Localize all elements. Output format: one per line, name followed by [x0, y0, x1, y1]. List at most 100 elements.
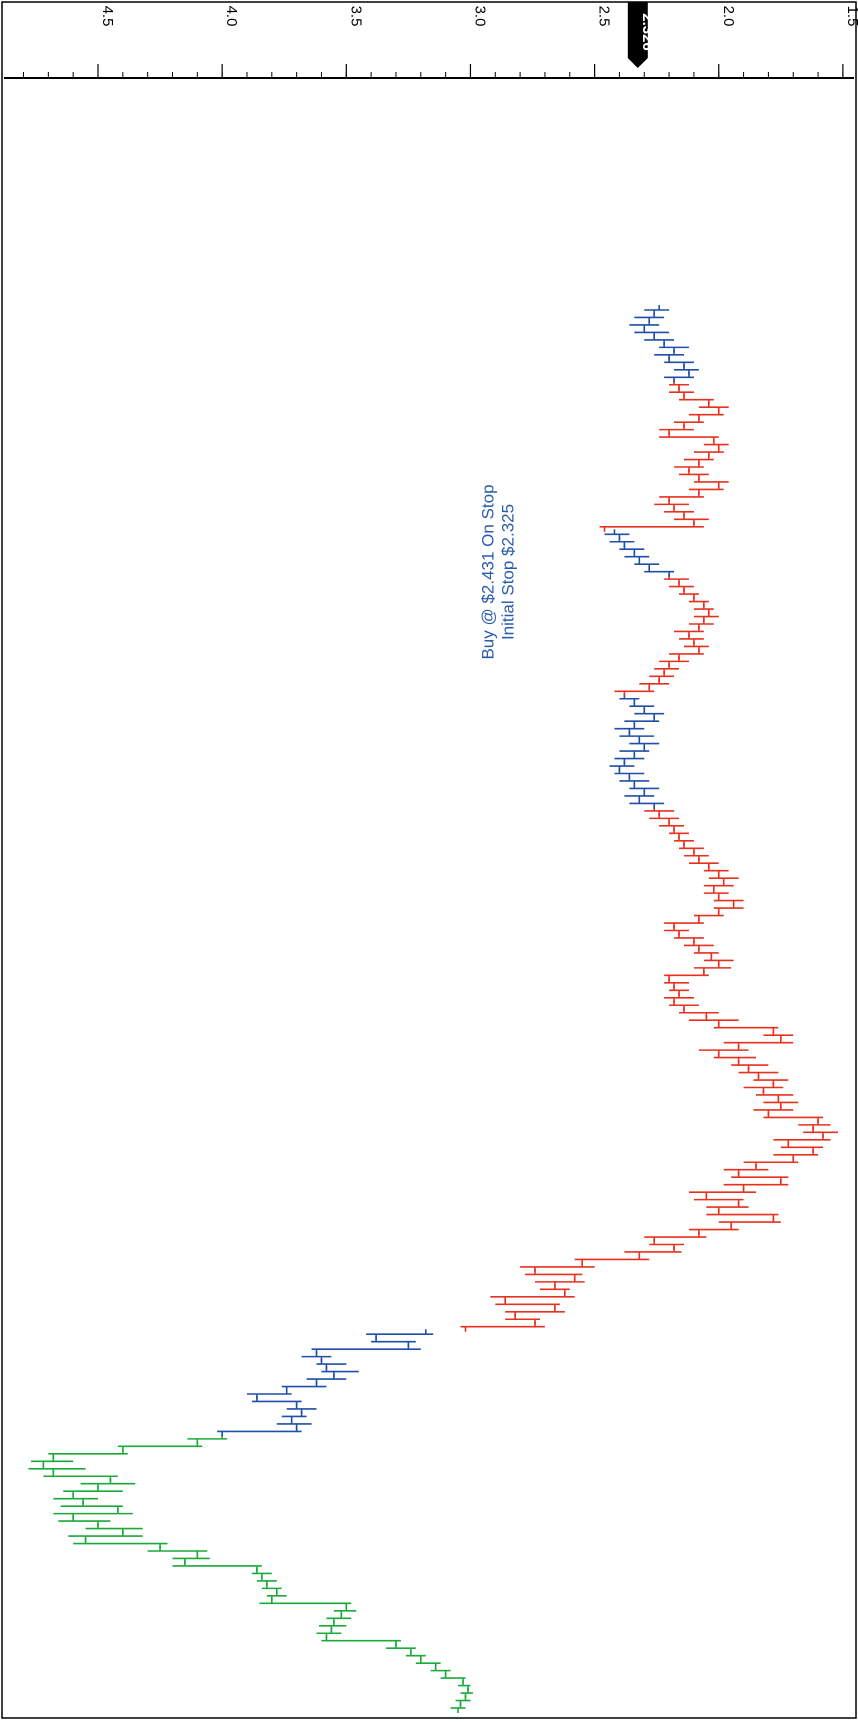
axis-tick-label: 2.5 [596, 6, 613, 27]
price-bar [669, 985, 689, 996]
price-bar [619, 544, 645, 555]
price-bar [281, 1411, 307, 1422]
price-bar [693, 947, 719, 958]
price-bar [490, 1291, 575, 1302]
price-bar [117, 1441, 203, 1452]
price-bar [458, 1680, 471, 1691]
price-bar [326, 1613, 352, 1624]
price-bar [693, 962, 732, 973]
price-bar [256, 1575, 277, 1586]
price-bar [649, 671, 675, 682]
price-bar [604, 529, 630, 540]
price-bar [654, 349, 684, 360]
price-bar [366, 1329, 434, 1340]
price-bar [708, 873, 739, 884]
price-bar [743, 1082, 784, 1093]
price-bar [706, 1209, 779, 1220]
price-bar [669, 581, 694, 592]
price-bar [654, 499, 689, 510]
price-bar [629, 798, 665, 809]
price-bar [703, 955, 734, 966]
price-bar [634, 312, 665, 323]
price-bar [679, 1007, 719, 1018]
price-bar [311, 1344, 421, 1355]
price-bar [698, 1045, 749, 1056]
price-bar [688, 1187, 756, 1198]
price-bar [609, 536, 635, 547]
price-bar [654, 663, 680, 674]
price-bar [251, 1568, 272, 1579]
price-bar [624, 551, 650, 562]
price-bar [669, 828, 689, 839]
price-bar [53, 1493, 98, 1504]
price-bar [738, 1067, 779, 1078]
price-bar [535, 1276, 585, 1287]
price-bar [68, 1531, 143, 1542]
price-bar [713, 1052, 756, 1063]
price-bar [803, 1127, 838, 1138]
price-bar [624, 790, 655, 801]
price-bar [763, 1112, 824, 1123]
axis-tick-label: 1.5 [844, 6, 858, 27]
price-bar [619, 731, 655, 742]
price-bar [147, 1546, 208, 1557]
price-bar [333, 1605, 357, 1616]
price-bar [371, 1336, 416, 1347]
price-bar [659, 491, 704, 502]
price-bar [286, 1403, 317, 1414]
price-bar [773, 1149, 819, 1160]
price-bar [718, 1217, 781, 1228]
price-bar [780, 1142, 824, 1153]
price-bar [649, 813, 680, 824]
last-price-marker-bg [627, 2, 648, 68]
price-bar [60, 1501, 123, 1512]
price-bar [664, 918, 704, 929]
price-bar [629, 738, 660, 749]
price-bar [63, 1486, 123, 1497]
price-bar [261, 1583, 282, 1594]
price-bar [28, 1463, 86, 1474]
price-bar [683, 641, 709, 652]
price-bar [753, 1104, 794, 1115]
price-bar [251, 1396, 302, 1407]
price-bar [386, 1643, 416, 1654]
price-bar [688, 1015, 739, 1026]
price-bar [644, 334, 675, 345]
price-bar [683, 850, 709, 861]
price-bar [614, 686, 655, 697]
price-bar [415, 1658, 441, 1669]
price-bar [703, 865, 729, 876]
price-bar [281, 1381, 327, 1392]
price-bar [679, 589, 699, 600]
price-bar [763, 1097, 799, 1108]
price-bar [693, 1194, 744, 1205]
price-bar [731, 1172, 789, 1183]
price-bar [674, 514, 709, 525]
price-bar [688, 858, 719, 869]
price-bar [321, 1635, 401, 1646]
axis-tick-label: 4.5 [99, 6, 116, 27]
last-price-marker: 2.326 [627, 2, 656, 68]
price-bar [187, 1433, 228, 1444]
price-bar [713, 1022, 779, 1033]
price-bar [505, 1314, 540, 1325]
annotation-line-stop: Initial Stop $2.325 [499, 504, 518, 640]
price-bar [703, 888, 729, 899]
axis-tick-label: 4.0 [223, 6, 240, 27]
price-bar [798, 1119, 831, 1130]
price-bar [574, 1254, 650, 1265]
price-bar [520, 1261, 595, 1272]
price-bar [634, 559, 660, 570]
price-bar [172, 1560, 262, 1571]
price-bar [43, 1471, 118, 1482]
price-bar [318, 1620, 347, 1631]
price-bar [669, 387, 694, 398]
price-bar [172, 1553, 210, 1564]
price-bar [659, 656, 689, 667]
price-bar [48, 1448, 128, 1459]
price-bar [217, 1426, 302, 1437]
